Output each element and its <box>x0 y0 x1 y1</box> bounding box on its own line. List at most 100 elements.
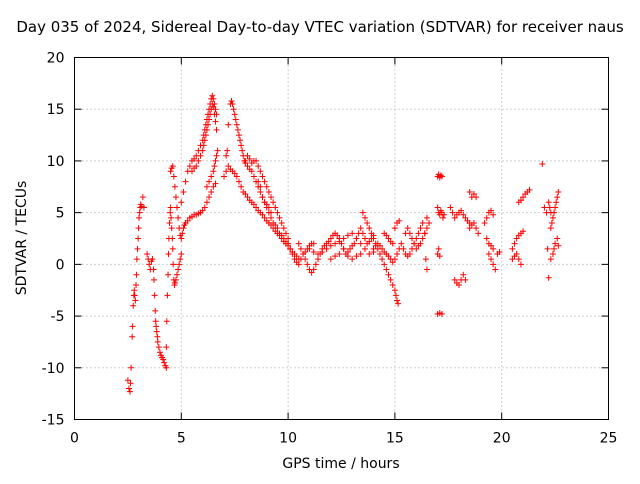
data-point <box>261 214 268 221</box>
data-points <box>124 92 562 395</box>
data-point <box>417 225 424 232</box>
data-point <box>379 245 386 252</box>
data-point <box>154 338 161 345</box>
data-point <box>172 194 179 201</box>
data-point <box>133 256 140 263</box>
data-point <box>171 183 178 190</box>
data-point <box>417 240 424 247</box>
data-point <box>155 344 162 351</box>
data-point <box>302 256 309 263</box>
data-point <box>259 173 266 180</box>
data-point <box>323 245 330 252</box>
data-point <box>426 219 433 226</box>
data-point <box>336 251 343 258</box>
data-point <box>492 266 499 273</box>
data-point <box>460 211 467 218</box>
data-point <box>167 204 174 211</box>
data-point <box>415 230 422 237</box>
data-point <box>396 217 403 224</box>
data-point <box>551 245 558 252</box>
data-point <box>203 126 210 133</box>
data-point <box>132 297 139 304</box>
data-point <box>383 232 390 239</box>
y-tick-label: -5 <box>51 309 65 325</box>
data-point <box>229 101 236 108</box>
data-point <box>133 282 140 289</box>
data-point <box>156 349 163 356</box>
data-point <box>490 261 497 268</box>
data-point <box>554 235 561 242</box>
data-point <box>344 253 351 260</box>
data-point <box>347 245 354 252</box>
data-point <box>379 256 386 263</box>
data-point <box>175 214 182 221</box>
data-point <box>129 323 136 330</box>
data-point <box>174 204 181 211</box>
data-point <box>170 261 177 268</box>
data-point <box>552 204 559 211</box>
data-point <box>548 219 555 226</box>
data-point <box>295 261 302 268</box>
data-point <box>203 183 210 190</box>
data-point <box>244 194 251 201</box>
data-point <box>184 217 191 224</box>
data-point <box>259 194 266 201</box>
data-point <box>193 163 200 170</box>
data-point <box>280 225 287 232</box>
data-point <box>447 204 454 211</box>
data-point <box>376 242 383 249</box>
data-point <box>368 230 375 237</box>
data-point <box>174 271 181 278</box>
data-point <box>133 271 140 278</box>
data-point <box>268 209 275 216</box>
data-point <box>238 183 245 190</box>
data-point <box>496 248 503 255</box>
data-point <box>253 157 260 164</box>
data-point <box>334 232 341 239</box>
data-point <box>135 235 142 242</box>
data-point <box>231 111 238 118</box>
data-point <box>391 287 398 294</box>
data-point <box>161 359 168 366</box>
data-point <box>455 282 462 289</box>
data-point <box>274 209 281 216</box>
data-point <box>460 271 467 278</box>
data-point <box>244 152 251 159</box>
data-point <box>169 163 176 170</box>
data-point <box>381 261 388 268</box>
data-point <box>398 240 405 247</box>
data-point <box>449 209 456 216</box>
y-tick-label: 5 <box>56 206 65 222</box>
data-point <box>210 183 217 190</box>
data-point <box>232 116 239 123</box>
data-point <box>180 188 187 195</box>
data-point <box>385 235 392 242</box>
data-point <box>295 240 302 247</box>
data-point <box>340 235 347 242</box>
data-point <box>144 251 151 258</box>
data-point <box>211 111 218 118</box>
data-point <box>203 199 210 206</box>
data-point <box>178 199 185 206</box>
data-point <box>195 157 202 164</box>
data-point <box>520 194 527 201</box>
data-point <box>151 292 158 299</box>
data-point <box>257 188 264 195</box>
data-point <box>366 251 373 258</box>
data-point <box>165 251 172 258</box>
data-point <box>395 300 402 307</box>
data-point <box>212 157 219 164</box>
data-point <box>310 266 317 273</box>
data-point <box>353 235 360 242</box>
data-point <box>406 230 413 237</box>
data-point <box>210 95 217 102</box>
data-point <box>517 261 524 268</box>
data-point <box>208 188 215 195</box>
data-point <box>344 232 351 239</box>
data-point <box>470 191 477 198</box>
data-point <box>163 318 170 325</box>
data-point <box>549 251 556 258</box>
data-point <box>441 211 448 218</box>
data-point <box>170 173 177 180</box>
